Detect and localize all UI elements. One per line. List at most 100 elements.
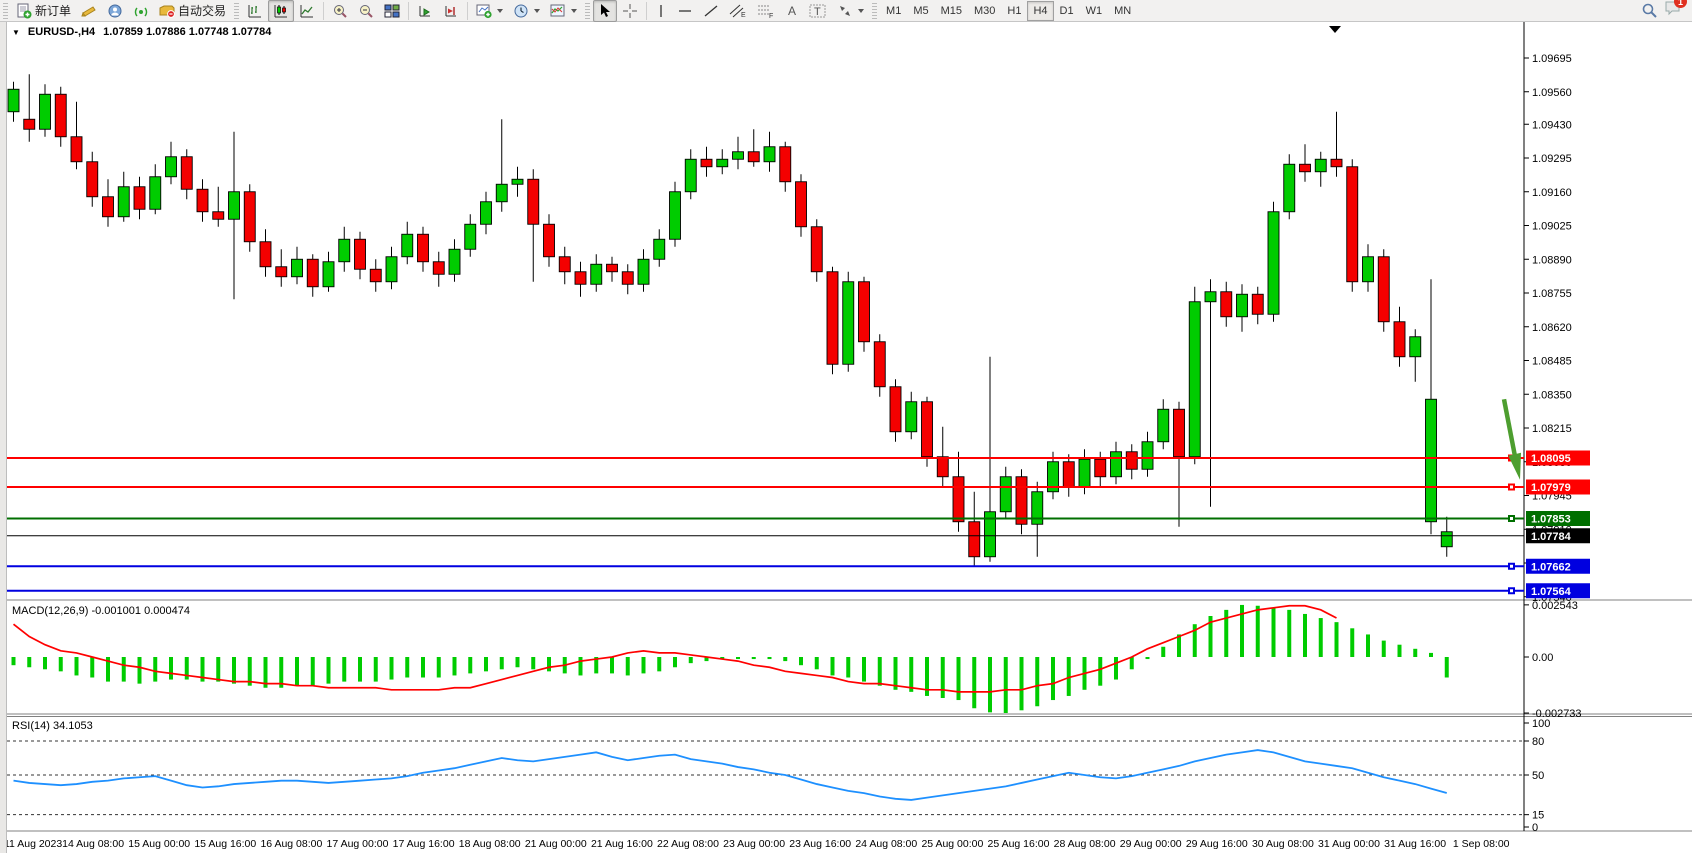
time-axis-label[interactable]: 15 Aug 00:00 bbox=[128, 838, 190, 850]
timeframe-button-M15[interactable]: M15 bbox=[940, 4, 962, 17]
new-chart-caret bbox=[497, 8, 504, 13]
timeframe-button-D1[interactable]: D1 bbox=[1059, 4, 1074, 17]
time-axis-label[interactable]: 14 Aug 08:00 bbox=[62, 838, 124, 850]
macd-indicator-label: MACD(12,26,9) -0.001001 0.000474 bbox=[12, 605, 190, 617]
candle-body bbox=[1330, 158, 1343, 168]
candle-body bbox=[921, 401, 933, 458]
time-axis-label[interactable]: 25 Aug 16:00 bbox=[988, 838, 1050, 850]
metaeditor-button[interactable] bbox=[76, 0, 102, 22]
signals-button[interactable] bbox=[128, 0, 154, 22]
macd-axis-label: 0.002543 bbox=[1532, 600, 1578, 612]
time-axis-label[interactable]: 16 Aug 08:00 bbox=[260, 838, 322, 850]
search-icon[interactable] bbox=[1641, 2, 1658, 19]
time-axis-label[interactable]: 17 Aug 00:00 bbox=[327, 838, 389, 850]
crosshair-tool-button[interactable] bbox=[617, 0, 643, 22]
candle-body bbox=[779, 146, 792, 183]
time-axis-label[interactable]: 1 Sep 08:00 bbox=[1453, 838, 1510, 850]
chart-shift-marker[interactable] bbox=[1329, 26, 1341, 33]
new-chart-button[interactable] bbox=[471, 0, 508, 22]
candle-body bbox=[606, 263, 618, 273]
timeframe-button-H4[interactable]: H4 bbox=[1027, 0, 1054, 21]
indicators-button[interactable] bbox=[545, 0, 582, 22]
tile-windows-button[interactable] bbox=[379, 0, 405, 22]
equidistant-channel-tool[interactable]: E bbox=[724, 0, 752, 22]
level-price-badge bbox=[1526, 479, 1590, 495]
candle-body bbox=[574, 271, 587, 285]
timeframe-button-M30[interactable]: M30 bbox=[974, 4, 996, 17]
vertical-line-tool[interactable] bbox=[650, 0, 672, 22]
price-tick-label: 1.09295 bbox=[1532, 153, 1572, 165]
autotrading-button[interactable]: 自动交易 bbox=[154, 0, 231, 22]
trendline-tool[interactable] bbox=[698, 0, 724, 22]
text-tool[interactable]: A bbox=[780, 0, 804, 22]
timeframe-button-M5[interactable]: M5 bbox=[913, 4, 929, 17]
toolbar-grip[interactable] bbox=[585, 2, 591, 19]
time-axis-label[interactable]: 28 Aug 08:00 bbox=[1054, 838, 1116, 850]
time-axis-label[interactable]: 29 Aug 00:00 bbox=[1120, 838, 1182, 850]
time-axis-label[interactable]: 22 Aug 08:00 bbox=[657, 838, 719, 850]
time-axis-label[interactable]: 31 Aug 00:00 bbox=[1318, 838, 1380, 850]
toolbar-grip[interactable] bbox=[3, 2, 8, 19]
fibonacci-icon: F bbox=[758, 5, 773, 19]
bar-chart-button[interactable] bbox=[242, 0, 268, 22]
timeframe-button-H1[interactable]: H1 bbox=[1007, 4, 1022, 17]
tile-windows-icon bbox=[384, 4, 400, 17]
zoom-in-button[interactable] bbox=[327, 0, 353, 22]
annotation-arrow-head[interactable] bbox=[1508, 452, 1521, 480]
timeframe-button-MN[interactable]: MN bbox=[1114, 4, 1132, 17]
cursor-tool-button[interactable] bbox=[593, 0, 618, 22]
time-axis-label[interactable]: 29 Aug 16:00 bbox=[1186, 838, 1248, 850]
arrows-tool[interactable] bbox=[832, 0, 869, 22]
toolbar-grip[interactable] bbox=[234, 2, 240, 19]
time-axis-label[interactable]: 15 Aug 16:00 bbox=[194, 838, 256, 850]
chart-shift-icon bbox=[445, 5, 457, 16]
candle-body bbox=[1299, 163, 1311, 173]
notifications-button[interactable]: 1 bbox=[1664, 0, 1687, 21]
chart-window[interactable]: 1.09695 1.09560 1.09430 1.09295 1.09160 1.090… bbox=[0, 22, 1692, 853]
timeframe-button-M1[interactable]: M1 bbox=[886, 4, 902, 17]
annotation-arrow-shaft[interactable] bbox=[1501, 398, 1517, 456]
zoom-out-icon bbox=[360, 4, 373, 18]
collapse-arrow-icon[interactable]: ▼ bbox=[12, 27, 20, 37]
time-axis-label[interactable]: 23 Aug 00:00 bbox=[723, 838, 785, 850]
zoom-out-button[interactable] bbox=[353, 0, 379, 22]
candle-body bbox=[23, 118, 36, 130]
candle-body bbox=[1157, 408, 1170, 443]
chart-shift-button[interactable] bbox=[438, 0, 464, 22]
timeframe-button-W1[interactable]: W1 bbox=[1085, 4, 1103, 17]
toolbar-grip[interactable] bbox=[872, 2, 878, 19]
text-label-tool[interactable]: T bbox=[804, 0, 832, 22]
candle-body bbox=[401, 233, 414, 258]
new-order-button[interactable]: 新订单 bbox=[11, 0, 76, 22]
candle-body bbox=[338, 238, 351, 263]
candlestick-chart-button[interactable] bbox=[268, 0, 295, 22]
current-price-badge bbox=[1526, 528, 1590, 544]
chart-canvas[interactable]: 1.09695 1.09560 1.09430 1.09295 1.09160 1.090… bbox=[0, 22, 1692, 853]
candle-body bbox=[621, 271, 634, 285]
fibonacci-tool[interactable]: F bbox=[752, 0, 780, 22]
community-button[interactable] bbox=[102, 0, 128, 22]
candle-body bbox=[653, 238, 666, 260]
line-chart-button[interactable] bbox=[294, 0, 320, 22]
rsi-axis-label: 50 bbox=[1532, 770, 1544, 782]
auto-scroll-button[interactable] bbox=[412, 0, 438, 22]
time-axis-label[interactable]: 24 Aug 08:00 bbox=[855, 838, 917, 850]
candle-body bbox=[700, 158, 713, 168]
time-axis-label[interactable]: 23 Aug 16:00 bbox=[789, 838, 851, 850]
time-axis-label[interactable]: 21 Aug 16:00 bbox=[591, 838, 653, 850]
time-axis-label[interactable]: 11 Aug 2023 bbox=[4, 838, 62, 850]
time-axis-label[interactable]: 25 Aug 00:00 bbox=[921, 838, 983, 850]
time-axis-label[interactable]: 18 Aug 08:00 bbox=[459, 838, 521, 850]
time-axis-label[interactable]: 30 Aug 08:00 bbox=[1252, 838, 1314, 850]
horizontal-line-tool[interactable] bbox=[672, 0, 698, 22]
candle-body bbox=[243, 191, 256, 243]
profiles-button[interactable] bbox=[508, 0, 545, 22]
candle-body bbox=[432, 261, 445, 275]
time-axis-label[interactable]: 17 Aug 16:00 bbox=[393, 838, 455, 850]
candle-body bbox=[417, 233, 429, 263]
time-axis-label[interactable]: 31 Aug 16:00 bbox=[1384, 838, 1446, 850]
rsi-axis-label: 0 bbox=[1532, 822, 1538, 834]
time-axis-label[interactable]: 21 Aug 00:00 bbox=[525, 838, 587, 850]
arrows-caret bbox=[858, 8, 865, 13]
candle-body bbox=[952, 476, 965, 523]
